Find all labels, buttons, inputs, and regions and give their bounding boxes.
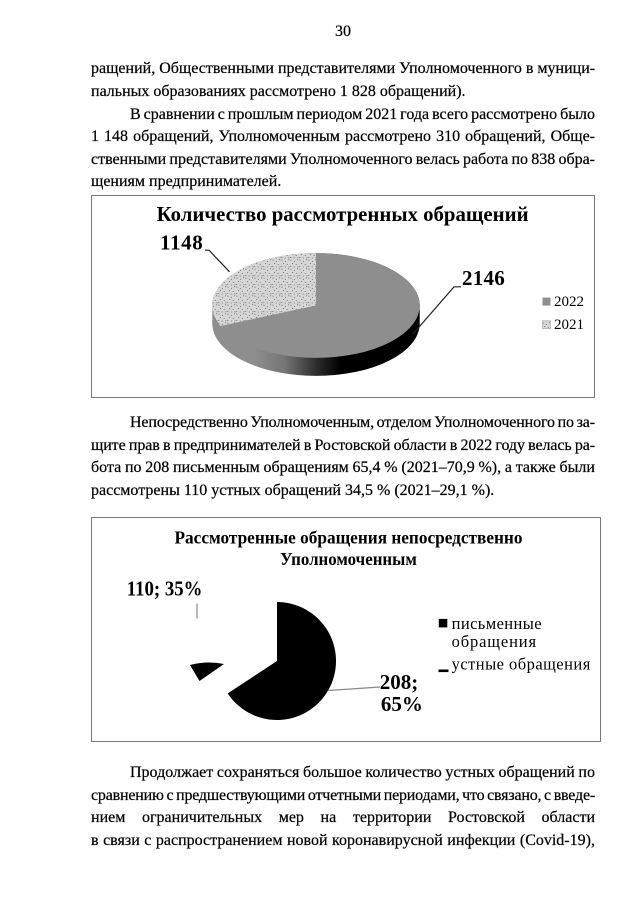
svg-text:Рассмотренные обращения непоср: Рассмотренные обращения непосредственно <box>175 528 523 548</box>
svg-text:Уполномоченным: Уполномоченным <box>280 549 417 569</box>
svg-text:письменные: письменные <box>452 614 542 633</box>
svg-text:1148: 1148 <box>160 231 203 255</box>
svg-text:208;: 208; <box>380 670 419 694</box>
svg-text:Количество рассмотренных обращ: Количество рассмотренных обращений <box>157 202 529 226</box>
svg-text:2146: 2146 <box>462 266 505 290</box>
svg-text:устные обращения: устные обращения <box>452 655 591 674</box>
svg-text:110; 35%: 110; 35% <box>127 576 203 600</box>
svg-text:2022: 2022 <box>554 294 584 310</box>
svg-text:2021: 2021 <box>554 317 584 333</box>
svg-text:обращения: обращения <box>452 632 537 651</box>
svg-text:65%: 65% <box>381 692 423 716</box>
